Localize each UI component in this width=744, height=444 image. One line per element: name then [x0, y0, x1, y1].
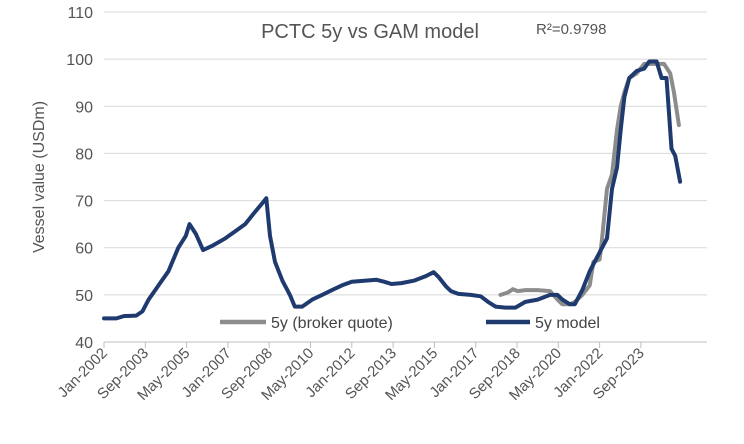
series-line-model: [102, 59, 683, 321]
series-lines: [102, 59, 683, 321]
y-axis-label: Vessel value (USDm): [31, 101, 48, 253]
legend-label-broker: 5y (broker quote): [271, 315, 393, 332]
y-tick-label: 110: [67, 5, 93, 22]
r-squared-annotation: R²=0.9798: [536, 21, 606, 38]
y-tick-label: 70: [75, 194, 93, 211]
y-tick-label: 80: [75, 146, 93, 163]
y-tick-label: 50: [75, 288, 93, 305]
y-tick-label: 90: [75, 99, 93, 116]
legend-label-model: 5y model: [535, 315, 600, 332]
y-tick-label: 40: [75, 335, 93, 352]
y-tick-label: 60: [75, 241, 93, 258]
legend-item-broker: 5y (broker quote): [220, 315, 393, 332]
legend: 5y (broker quote) 5y model: [220, 315, 600, 332]
chart-title: PCTC 5y vs GAM model: [261, 21, 479, 43]
legend-item-model: 5y model: [486, 315, 600, 332]
y-tick-label: 100: [66, 52, 93, 69]
x-axis-ticks: Jan-2002Sep-2003May-2005Jan-2007Sep-2008…: [55, 342, 648, 404]
y-axis-ticks: 40 50 60 70 80 90 100 110: [66, 5, 93, 352]
